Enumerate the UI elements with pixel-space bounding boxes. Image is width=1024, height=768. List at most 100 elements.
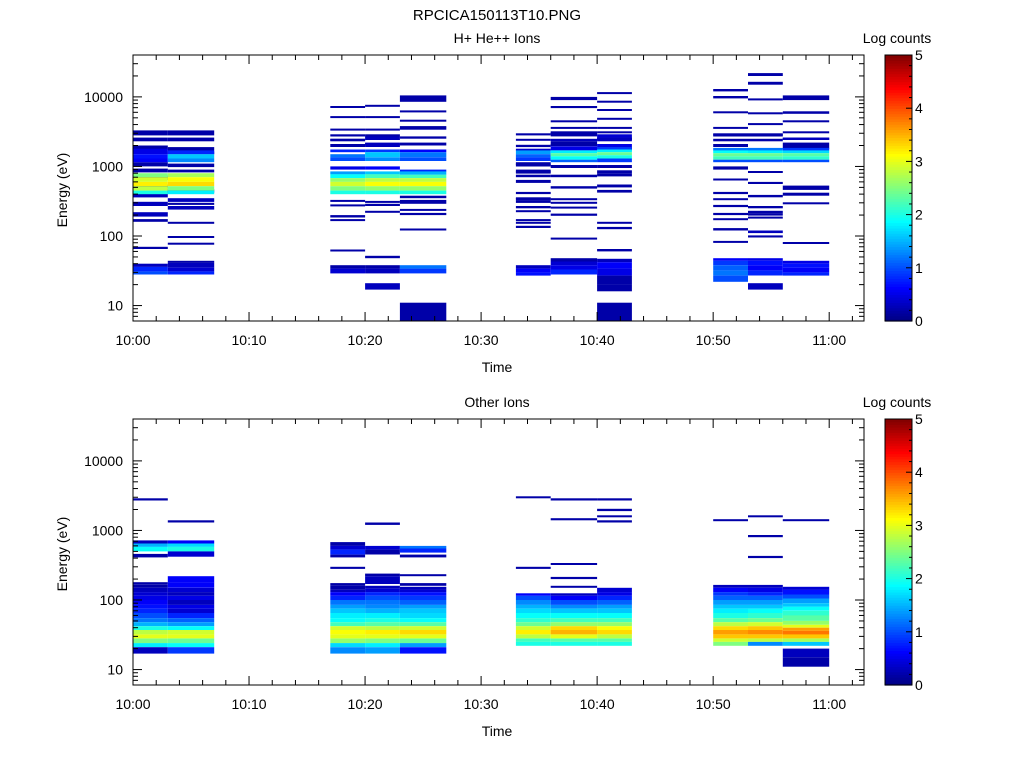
heatmap-cell <box>133 137 168 142</box>
heatmap-cell <box>748 641 783 646</box>
heatmap-cell <box>133 148 168 155</box>
colorbar-segment <box>885 243 912 248</box>
heatmap-cell <box>748 213 783 216</box>
heatmap-cell <box>713 138 748 142</box>
heatmap-cell <box>167 262 215 268</box>
heatmap-cell <box>330 215 366 218</box>
heatmap-cell <box>133 608 168 613</box>
colorbar-segment <box>885 626 912 630</box>
heatmap-cell <box>713 630 748 635</box>
plot-frame <box>132 54 865 322</box>
heatmap-cell <box>713 260 748 266</box>
heatmap-cell <box>713 240 748 243</box>
colorbar-tick-label: 3 <box>915 517 923 533</box>
heatmap-cell <box>365 634 400 639</box>
heatmap-cell <box>515 595 551 600</box>
colorbar-segment <box>885 233 912 237</box>
colorbar-segment <box>885 541 912 545</box>
heatmap-cell <box>133 162 168 167</box>
heatmap-cell <box>748 216 783 219</box>
heatmap-cell <box>782 598 830 604</box>
heatmap-cell <box>330 608 366 613</box>
y-tick-label: 1000 <box>92 522 123 538</box>
colorbar-segment <box>885 597 912 601</box>
heatmap-cell <box>782 156 830 160</box>
heatmap-cell <box>365 166 400 170</box>
heatmap-cell <box>515 600 551 605</box>
heatmap-cell <box>515 268 551 273</box>
heatmap-cell <box>515 171 551 174</box>
heatmap-cell <box>167 173 215 178</box>
heatmap-cell <box>399 186 447 191</box>
heatmap-cell <box>550 622 598 627</box>
colorbar-segment <box>885 249 912 253</box>
heatmap-cell <box>550 126 598 129</box>
colorbar-segment <box>885 217 912 221</box>
heatmap-cell <box>133 212 168 217</box>
heatmap-cell <box>748 235 783 238</box>
heatmap-cell <box>748 587 783 593</box>
colorbar-segment <box>885 461 912 465</box>
heatmap-cell <box>399 647 447 654</box>
colorbar-segment <box>885 490 912 495</box>
heatmap-cell <box>167 643 215 648</box>
colorbar-segment <box>885 78 912 83</box>
heatmap-cell <box>365 174 400 179</box>
colorbar-segment <box>885 549 912 553</box>
heatmap-cell <box>330 128 366 131</box>
colorbar-segment <box>885 421 912 425</box>
colorbar-segment <box>885 246 912 250</box>
heatmap-cell <box>782 131 830 134</box>
heatmap-cell <box>713 96 748 99</box>
colorbar-segment <box>885 464 912 468</box>
heatmap-cell <box>597 92 632 95</box>
heatmap-cell <box>330 583 366 586</box>
colorbar-segment <box>885 142 912 147</box>
x-axis-ticks: 10:00 10:10 10:20 10:30 10:40 10:50 11:00 <box>115 419 853 712</box>
heatmap-cell <box>365 104 400 107</box>
colorbar-segment <box>885 629 912 633</box>
heatmap-cell <box>515 206 551 209</box>
heatmap-cell <box>365 152 400 158</box>
colorbar-tick-label: 5 <box>915 411 923 427</box>
heatmap-cell <box>748 150 783 154</box>
heatmap-cell <box>167 630 215 635</box>
heatmap-cell <box>365 134 400 137</box>
colorbar-segment <box>885 294 912 298</box>
colorbar-segment <box>885 530 912 534</box>
heatmap-cell <box>330 592 366 596</box>
colorbar-segment <box>885 235 912 240</box>
heatmap-cell <box>713 153 748 157</box>
heatmap-cell <box>167 543 215 547</box>
heatmap-cell <box>365 595 400 600</box>
heatmap-cell <box>515 200 551 203</box>
heatmap-cell <box>399 545 447 549</box>
colorbar-segment <box>885 185 912 189</box>
heatmap-cell <box>167 582 215 588</box>
heatmap-cell <box>330 638 366 644</box>
heatmap-cell <box>330 630 366 635</box>
heatmap-cell <box>515 496 551 499</box>
colorbar-segment <box>885 259 912 264</box>
colorbar-segment <box>885 230 912 234</box>
heatmap-cell <box>782 153 830 157</box>
colorbar-segment <box>885 432 912 436</box>
heatmap-cell <box>550 626 598 630</box>
heatmap-cell <box>597 268 632 276</box>
colorbar-segment <box>885 637 912 641</box>
colorbar-segment <box>885 121 912 125</box>
heatmap-cell <box>399 126 447 129</box>
heatmap-cell <box>330 618 366 623</box>
colorbar-segment <box>885 642 912 646</box>
heatmap-cell <box>597 587 632 593</box>
colorbar-segment <box>885 267 912 272</box>
heatmap-cell <box>748 171 783 173</box>
heatmap-cell <box>167 626 215 630</box>
heatmap-cell <box>550 96 598 101</box>
heatmap-cell <box>782 630 830 635</box>
heatmap-cell <box>550 138 598 142</box>
heatmap-cell <box>782 610 830 616</box>
colorbar-segment <box>885 132 912 136</box>
heatmap-cell <box>365 200 400 203</box>
colorbar-segment <box>885 241 912 245</box>
